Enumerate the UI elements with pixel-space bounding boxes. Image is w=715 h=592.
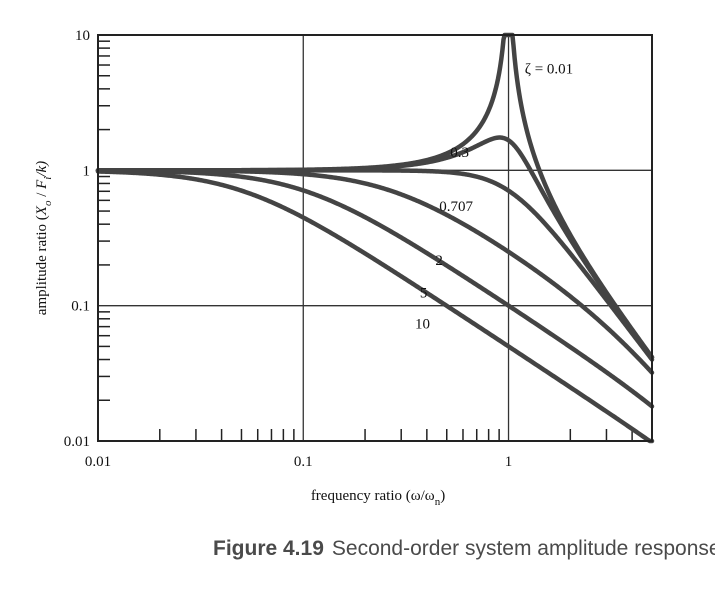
curve-label: 10 <box>415 316 430 332</box>
y-tick-label: 10 <box>75 28 90 44</box>
curve-label: 0.3 <box>450 145 469 161</box>
figure-caption-text: Second-order system amplitude response. <box>331 537 715 560</box>
y-tick-label: 0.1 <box>71 299 90 315</box>
minor-ticks <box>98 40 653 441</box>
curve-zeta-10 <box>95 169 655 444</box>
curve-label: ζ = 0.01 <box>525 61 573 77</box>
curve-zeta-0_707 <box>95 168 655 362</box>
curves <box>95 32 655 444</box>
curve-label: 2 <box>435 253 443 269</box>
tick-labels: 0.01 0.1 1 0.01 0.1 1 10 <box>64 28 513 470</box>
curve-zeta-5 <box>95 168 655 409</box>
plot-frame <box>97 34 653 442</box>
curve-zeta-0_01 <box>95 32 655 360</box>
y-tick-label: 0.01 <box>64 434 90 450</box>
y-axis-label: amplitude ratio (Xo / Fi/k) <box>34 161 54 315</box>
curve-label: 0.707 <box>439 199 473 215</box>
figure-caption: Figure 4.19 Second-order system amplitude… <box>213 537 715 561</box>
y-tick-label: 1 <box>83 163 91 179</box>
x-tick-label: 1 <box>505 454 513 470</box>
x-axis-label: frequency ratio (ω/ωn) <box>311 488 445 508</box>
curve-zeta-2 <box>95 168 655 375</box>
figure-number: Figure 4.19 <box>213 537 324 560</box>
curve-labels: ζ = 0.01 0.3 0.707 25 10 <box>415 61 573 332</box>
curve-label: 5 <box>420 285 428 301</box>
x-tick-label: 0.1 <box>294 454 313 470</box>
x-tick-label: 0.01 <box>85 454 111 470</box>
